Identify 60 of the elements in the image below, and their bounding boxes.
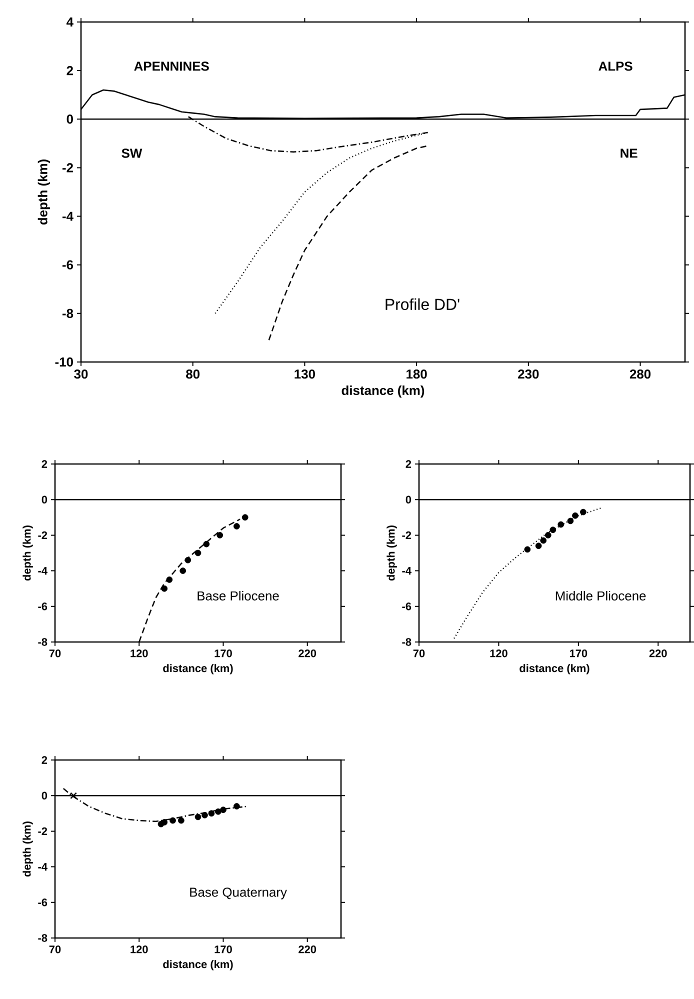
annotation: APENNINES (134, 62, 209, 71)
y-tick-label: 0 (42, 792, 48, 800)
y-axis-title: depth (km) (22, 526, 33, 581)
y-tick-label: 2 (406, 460, 412, 468)
x-tick-label: 120 (130, 946, 148, 954)
y-tick-label: 2 (42, 460, 48, 468)
y-tick-label: -8 (402, 638, 412, 646)
y-tick-label: -2 (38, 531, 48, 540)
y-axis-title: depth (km) (22, 822, 33, 877)
x-tick-label: 120 (130, 650, 148, 658)
y-tick-label: -6 (38, 898, 48, 906)
text: Base Pliocene (198, 590, 279, 600)
x-axis-title: distance (km) (520, 664, 590, 674)
x-tick-label: 170 (214, 650, 232, 658)
x-tick-label: 180 (406, 369, 427, 379)
x-tick-label: 220 (298, 650, 316, 658)
y-tick-label: -8 (38, 934, 48, 942)
y-tick-label: 2 (42, 756, 48, 764)
x-tick-label: 70 (413, 650, 425, 658)
y-tick-label: 0 (42, 496, 48, 504)
x-axis-title: distance (km) (163, 664, 233, 674)
y-tick-label: -10 (55, 357, 73, 367)
y-tick-label: -6 (38, 602, 48, 610)
text: Profile DD' (386, 298, 460, 310)
y-tick-label: -4 (38, 863, 48, 871)
x-tick-label: 70 (49, 650, 61, 658)
y-tick-label: 0 (406, 496, 412, 504)
y-tick-label: -2 (38, 827, 48, 836)
y-tick-label: 4 (66, 18, 74, 26)
x-tick-label: 230 (518, 369, 539, 379)
y-tick-label: -2 (62, 163, 73, 172)
annotation: ALPS (598, 62, 632, 71)
x-tick-label: 170 (214, 946, 232, 954)
x-tick-label: 220 (298, 946, 316, 954)
text: Base Quaternary (190, 888, 287, 900)
y-tick-label: -4 (402, 567, 412, 575)
y-tick-label: -2 (402, 531, 412, 540)
annotation: SW (122, 148, 142, 158)
x-tick-label: 120 (490, 650, 508, 658)
x-tick-label: 220 (649, 650, 667, 658)
x-axis-title: distance (km) (163, 960, 233, 970)
y-tick-label: 0 (66, 114, 73, 124)
annotation: NE (620, 148, 638, 158)
y-axis-title: depth (km) (386, 526, 397, 581)
y-tick-label: -8 (62, 308, 74, 318)
x-tick-label: 30 (74, 369, 88, 379)
x-tick-label: 70 (49, 946, 61, 954)
y-tick-label: -6 (402, 602, 412, 610)
y-tick-label: -4 (38, 567, 48, 575)
x-tick-label: 280 (630, 369, 651, 379)
y-tick-label: -6 (62, 260, 74, 270)
x-tick-label: 130 (294, 369, 315, 379)
y-axis-title: depth (km) (38, 160, 50, 225)
x-tick-label: 170 (570, 650, 588, 658)
x-axis-title: distance (km) (342, 386, 424, 398)
y-tick-label: -4 (62, 212, 74, 221)
y-tick-label: 2 (66, 66, 73, 76)
y-tick-label: -8 (38, 638, 48, 646)
x-tick-label: 80 (186, 369, 200, 379)
text: Middle Pliocene (556, 590, 646, 600)
